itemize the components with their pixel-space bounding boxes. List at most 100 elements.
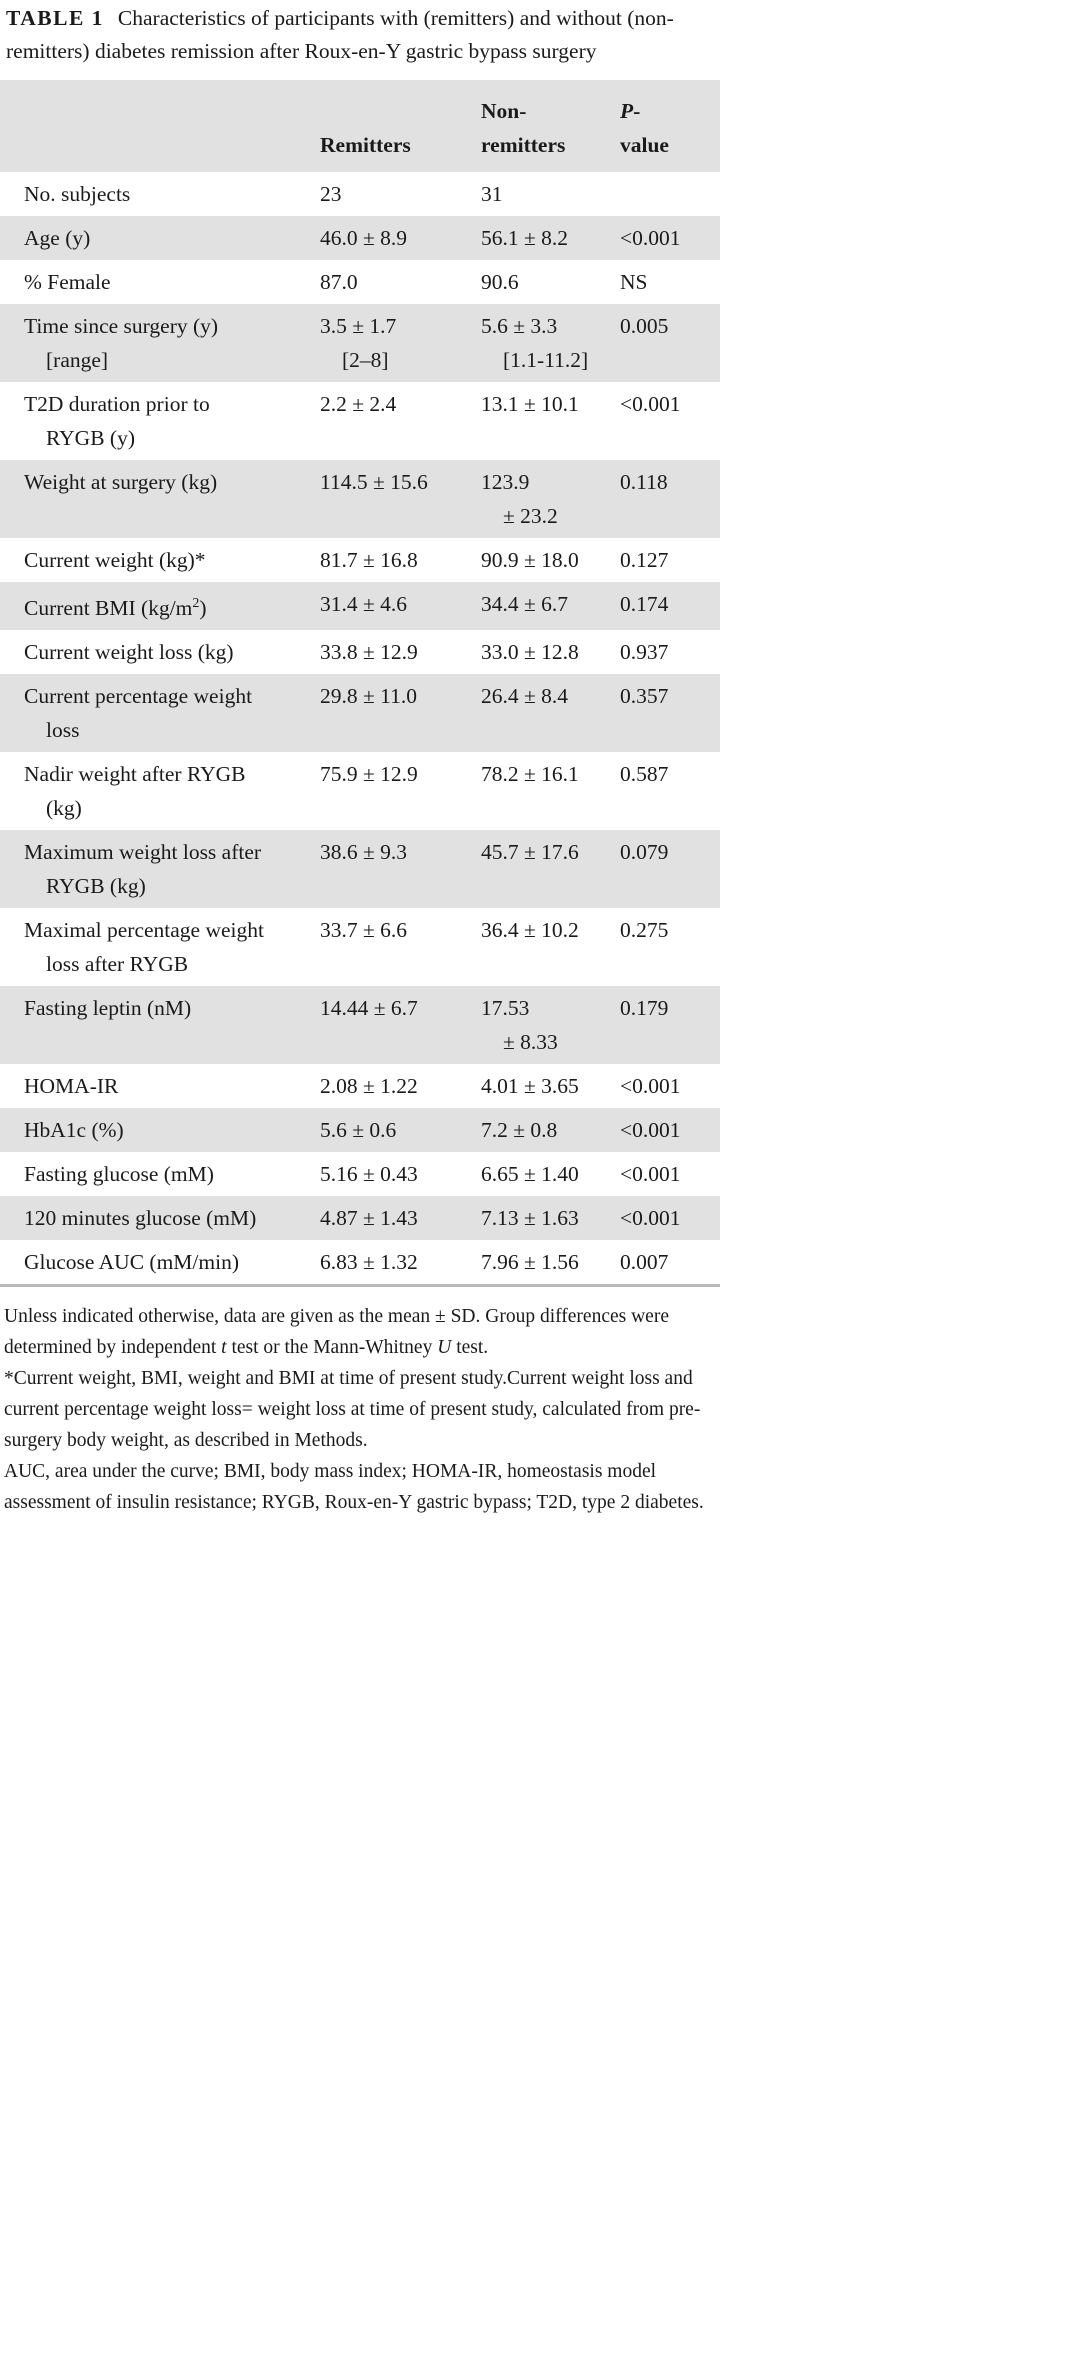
table-row: No. subjects 23 31 bbox=[0, 172, 720, 216]
non-remitters-cell-value-continuation: ± 23.2 bbox=[503, 504, 558, 528]
row-label-text: Nadir weight after RYGB bbox=[24, 762, 246, 787]
remitters-cell: 38.6 ± 9.3 bbox=[300, 830, 457, 909]
header-p-value: P- value bbox=[600, 80, 720, 172]
note-methods-u: U bbox=[437, 1337, 452, 1359]
table-row: % Female 87.0 90.6 NS bbox=[0, 260, 720, 304]
p-value-cell: <0.001 bbox=[600, 1196, 720, 1241]
remitters-cell: 29.8 ± 11.0 bbox=[300, 674, 457, 753]
non-remitters-cell: 4.01 ± 3.65 bbox=[457, 1064, 600, 1108]
remitters-cell-value: 33.7 ± 6.6 bbox=[320, 918, 408, 943]
non-remitters-cell-value: 34.4 ± 6.7 bbox=[481, 592, 569, 616]
non-remitters-cell-value: 123.9 bbox=[481, 470, 530, 494]
p-value-cell-value: 0.007 bbox=[620, 1250, 669, 1275]
row-label: HbA1c (%) bbox=[0, 1108, 300, 1153]
remitters-cell: 3.5 ± 1.7 [2–8] bbox=[300, 304, 457, 382]
row-label: Nadir weight after RYGB (kg) bbox=[0, 752, 300, 830]
table-row: Fasting glucose (mM) 5.16 ± 0.43 6.65 ± 1.… bbox=[0, 1152, 720, 1196]
row-label-continuation: [range] bbox=[46, 348, 109, 372]
remitters-cell: 46.0 ± 8.9 bbox=[300, 216, 457, 260]
table-row: 120 minutes glucose (mM) 4.87 ± 1.43 7.13 … bbox=[0, 1196, 720, 1241]
p-value-cell-value: 0.587 bbox=[620, 762, 669, 787]
p-value-cell-value: 0.079 bbox=[620, 840, 669, 865]
remitters-cell: 114.5 ± 15.6 bbox=[300, 460, 457, 538]
remitters-cell: 2.2 ± 2.4 bbox=[300, 382, 457, 460]
non-remitters-cell: 56.1 ± 8.2 bbox=[457, 216, 600, 260]
table-row: Current percentage weight loss 29.8 ± 11.0… bbox=[0, 674, 720, 753]
remitters-cell-value: 81.7 ± 16.8 bbox=[320, 548, 418, 572]
row-label: No. subjects bbox=[0, 172, 300, 216]
table-row: HbA1c (%) 5.6 ± 0.6 7.2 ± 0.8 <0.001 bbox=[0, 1108, 720, 1153]
non-remitters-cell-value: 6.65 ± 1.40 bbox=[481, 1162, 579, 1187]
row-label: Fasting leptin (nM) bbox=[0, 986, 300, 1065]
row-label: Glucose AUC (mM/min) bbox=[0, 1240, 300, 1286]
row-label-text: No. subjects bbox=[24, 182, 131, 206]
non-remitters-cell-value: 7.2 ± 0.8 bbox=[481, 1118, 558, 1143]
row-label-text: Current percentage weight bbox=[24, 684, 253, 709]
remitters-cell-value-continuation: [2–8] bbox=[342, 348, 389, 372]
non-remitters-cell-value: 13.1 ± 10.1 bbox=[481, 392, 579, 416]
table-body: No. subjects 23 31 Age (y) 46.0 ± 8.9 56.1 ± … bbox=[0, 172, 720, 1286]
remitters-cell: 23 bbox=[300, 172, 457, 216]
row-label-text: 120 minutes glucose (mM) bbox=[24, 1206, 257, 1231]
remitters-cell-value: 33.8 ± 12.9 bbox=[320, 640, 418, 665]
non-remitters-cell-value: 45.7 ± 17.6 bbox=[481, 840, 579, 865]
non-remitters-cell-value-continuation: ± 8.33 bbox=[503, 1030, 558, 1055]
table-row: Time since surgery (y) [range] 3.5 ± 1.7 [2… bbox=[0, 304, 720, 382]
row-label: Maximum weight loss after RYGB (kg) bbox=[0, 830, 300, 909]
row-label-continuation: (kg) bbox=[46, 796, 82, 821]
non-remitters-cell-value: 5.6 ± 3.3 bbox=[481, 314, 558, 338]
p-value-cell-value: <0.001 bbox=[620, 1074, 681, 1099]
header-p-value-line2: value bbox=[620, 133, 669, 157]
header-remitters-text: Remitters bbox=[320, 133, 411, 157]
remitters-cell-value: 23 bbox=[320, 182, 342, 206]
table-row: Current BMI (kg/m2) 31.4 ± 4.6 34.4 ± 6.7 0… bbox=[0, 582, 720, 631]
non-remitters-cell-value: 90.9 ± 18.0 bbox=[481, 548, 579, 572]
row-label: T2D duration prior to RYGB (y) bbox=[0, 382, 300, 460]
remitters-cell-value: 29.8 ± 11.0 bbox=[320, 684, 418, 709]
p-value-cell-value: <0.001 bbox=[620, 226, 681, 250]
remitters-cell-value: 31.4 ± 4.6 bbox=[320, 592, 408, 616]
remitters-cell-value: 2.2 ± 2.4 bbox=[320, 392, 397, 416]
remitters-cell: 81.7 ± 16.8 bbox=[300, 538, 457, 582]
non-remitters-cell: 90.6 bbox=[457, 260, 600, 304]
non-remitters-cell: 33.0 ± 12.8 bbox=[457, 630, 600, 674]
p-value-cell: 0.007 bbox=[600, 1240, 720, 1286]
row-label: Weight at surgery (kg) bbox=[0, 460, 300, 538]
table-row: Glucose AUC (mM/min) 6.83 ± 1.32 7.96 ± 1.… bbox=[0, 1240, 720, 1286]
row-label: Age (y) bbox=[0, 216, 300, 260]
p-value-cell-value: 0.179 bbox=[620, 996, 669, 1021]
p-value-cell: 0.127 bbox=[600, 538, 720, 582]
table-row: Weight at surgery (kg) 114.5 ± 15.6 123.9 ±… bbox=[0, 460, 720, 538]
note-current-weight: *Current weight, BMI, weight and BMI at … bbox=[4, 1368, 701, 1452]
row-label: Current percentage weight loss bbox=[0, 674, 300, 753]
p-value-cell-value: 0.357 bbox=[620, 684, 669, 709]
remitters-cell-value: 87.0 bbox=[320, 270, 358, 294]
row-label-text: T2D duration prior to bbox=[24, 392, 210, 416]
row-label: % Female bbox=[0, 260, 300, 304]
p-value-cell: 0.179 bbox=[600, 986, 720, 1065]
row-label: Fasting glucose (mM) bbox=[0, 1152, 300, 1196]
header-blank bbox=[0, 80, 300, 172]
header-non-remitters: Non-remitters bbox=[457, 80, 600, 172]
p-value-cell-value: <0.001 bbox=[620, 1118, 681, 1143]
row-label: Current weight loss (kg) bbox=[0, 630, 300, 674]
p-value-cell-value: 0.005 bbox=[620, 314, 669, 338]
characteristics-table: Remitters Non-remitters P- value No. subj… bbox=[0, 80, 720, 1288]
remitters-cell-value: 6.83 ± 1.32 bbox=[320, 1250, 418, 1275]
note-methods-c: test. bbox=[451, 1337, 489, 1359]
non-remitters-cell: 7.13 ± 1.63 bbox=[457, 1196, 600, 1241]
non-remitters-cell: 13.1 ± 10.1 bbox=[457, 382, 600, 460]
p-value-cell: <0.001 bbox=[600, 382, 720, 460]
row-label-text: Fasting glucose (mM) bbox=[24, 1162, 214, 1187]
table-caption: TABLE 1 Characteristics of participants w… bbox=[0, 0, 720, 68]
row-label-text: Maximum weight loss after bbox=[24, 840, 262, 865]
p-value-cell: <0.001 bbox=[600, 1152, 720, 1196]
p-value-cell bbox=[600, 172, 720, 216]
caption-text: Characteristics of participants with (re… bbox=[6, 6, 674, 63]
non-remitters-cell-value: 90.6 bbox=[481, 270, 519, 294]
p-value-cell: 0.079 bbox=[600, 830, 720, 909]
row-label-text: Current BMI (kg/m bbox=[24, 596, 193, 621]
row-label: Current weight (kg)* bbox=[0, 538, 300, 582]
table-header-row: Remitters Non-remitters P- value bbox=[0, 80, 720, 172]
header-remitters: Remitters bbox=[300, 80, 457, 172]
